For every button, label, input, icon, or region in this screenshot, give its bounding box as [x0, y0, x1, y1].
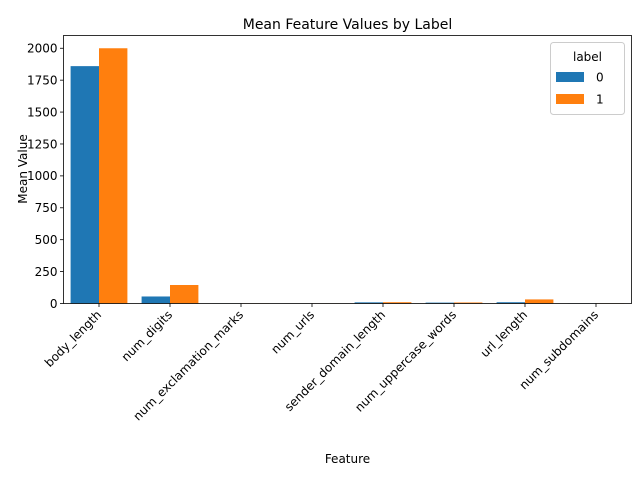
plot-frame — [63, 35, 632, 304]
bar-num_digits-label-0 — [141, 296, 170, 304]
y-axis: 0 250 500 750 1000 1250 1500 1750 2000 — [27, 42, 64, 311]
y-tick-label: 1000 — [27, 169, 58, 183]
y-tick-label: 2000 — [27, 42, 58, 56]
bar-url_length-label-0 — [496, 302, 525, 304]
legend-label-1: 1 — [596, 93, 604, 107]
y-tick-label: 750 — [35, 201, 58, 215]
legend-swatch-1 — [556, 94, 584, 104]
y-axis-title: Mean Value — [16, 134, 30, 203]
chart-title: Mean Feature Values by Label — [243, 17, 453, 33]
bar-body_length-label-0 — [70, 66, 99, 304]
bar-url_length-label-1 — [525, 299, 554, 304]
bar-num_uppercase_words-label-0 — [425, 302, 454, 304]
bar-num_uppercase_words-label-1 — [454, 302, 483, 304]
y-tick-label: 250 — [35, 265, 58, 279]
bar-sender_domain_length-label-0 — [354, 302, 383, 304]
y-tick-label: 0 — [50, 297, 58, 311]
bar-sender_domain_length-label-1 — [383, 302, 412, 304]
y-tick-label: 1750 — [27, 73, 58, 87]
y-tick-label: 1250 — [27, 137, 58, 151]
y-tick-label: 500 — [35, 233, 58, 247]
x-axis-title: Feature — [325, 452, 370, 466]
legend-swatch-0 — [556, 72, 584, 82]
bar-body_length-label-1 — [99, 48, 128, 304]
y-tick-label: 1500 — [27, 105, 58, 119]
legend-label-0: 0 — [596, 71, 604, 85]
legend: label 0 1 — [550, 42, 625, 115]
legend-title: label — [573, 50, 602, 64]
bars-group — [70, 48, 625, 304]
bar-num_digits-label-1 — [170, 285, 199, 304]
